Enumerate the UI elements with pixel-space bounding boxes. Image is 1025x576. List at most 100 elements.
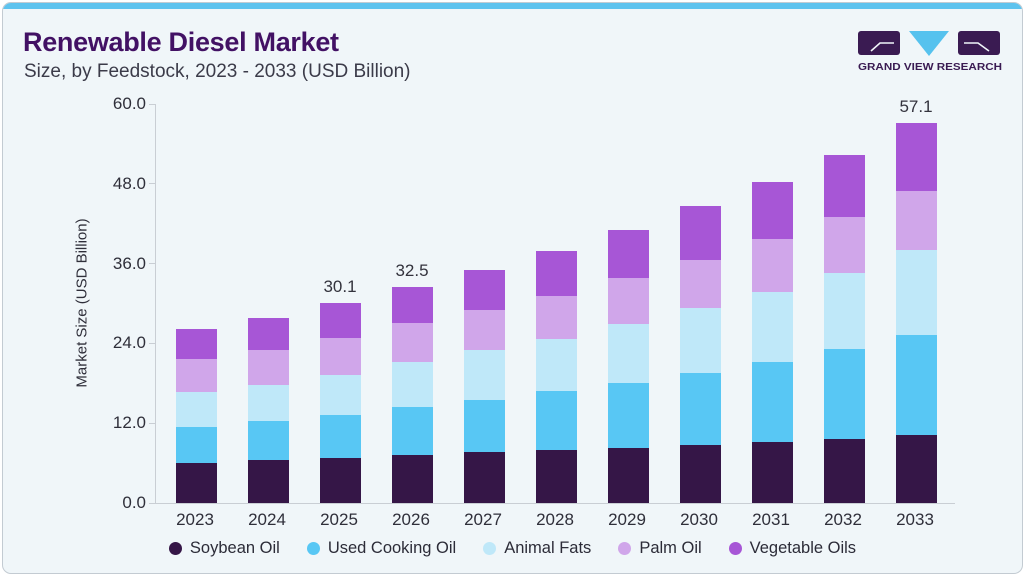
bar-segment [463, 399, 505, 453]
bar-segment [751, 362, 793, 442]
stacked-bar-2033 [895, 123, 937, 503]
legend-swatch-icon [728, 542, 742, 555]
bar-segment [679, 259, 721, 309]
legend-label: Soybean Oil [189, 539, 280, 557]
x-tick-label: 2024 [248, 510, 286, 529]
bar-segment [751, 291, 793, 363]
bar-segment [463, 452, 505, 503]
bar-segment [895, 334, 937, 435]
x-tick-label: 2030 [680, 510, 718, 529]
bar-segment [391, 362, 433, 407]
bar-segment [823, 272, 865, 350]
bar-segment [247, 421, 289, 461]
bar-segment [319, 302, 361, 339]
stacked-bar-2024 [247, 317, 289, 503]
x-tick-label: 2032 [824, 510, 862, 529]
legend-item: Animal Fats [483, 539, 591, 558]
y-axis-tick-mark [149, 502, 156, 504]
y-axis-tick-mark [149, 103, 156, 105]
y-axis-tick-mark [149, 342, 156, 344]
bar-segment [679, 206, 721, 260]
stacked-bar-2032 [823, 154, 865, 503]
bar-segment [391, 455, 433, 503]
bar-segment [175, 359, 217, 392]
x-tick-label: 2026 [392, 510, 430, 529]
stacked-bar-2028 [535, 251, 577, 503]
bar-segment [319, 338, 361, 375]
page-subtitle: Size, by Feedstock, 2023 - 2033 (USD Bil… [24, 61, 411, 82]
bar-segment [175, 391, 217, 427]
stacked-bar-2031 [751, 181, 793, 503]
gvr-logo-icon: GRAND VIEW RESEARCH [858, 31, 1002, 73]
y-axis-tick-mark [149, 263, 156, 265]
bar-segment [607, 278, 649, 325]
bar-value-label: 32.5 [395, 260, 429, 280]
bar-segment [535, 450, 577, 503]
stacked-bar-2025 [319, 302, 361, 503]
bar-segment [247, 350, 289, 386]
x-tick-label: 2033 [896, 510, 934, 529]
logo-wordmark: GRAND VIEW RESEARCH [858, 61, 1002, 73]
bar-segment [391, 322, 433, 363]
x-tick-label: 2023 [176, 510, 214, 529]
x-tick-label: 2025 [320, 510, 358, 529]
bar-segment [175, 463, 217, 503]
legend-swatch-icon [618, 542, 632, 555]
bar-segment [895, 123, 937, 192]
bar-segment [751, 441, 793, 503]
legend-label: Vegetable Oils [749, 539, 857, 557]
chart-legend: Soybean Oil Used Cooking Oil Animal Fats Pa… [3, 539, 1022, 558]
bar-segment [823, 154, 865, 218]
stacked-bar-2030 [679, 206, 721, 503]
bar-segment [247, 317, 289, 351]
legend-label: Animal Fats [504, 539, 592, 557]
y-tick-label: 12.0 [112, 413, 146, 433]
y-axis-title: Market Size (USD Billion) [73, 218, 91, 388]
x-tick-label: 2031 [752, 510, 790, 529]
bar-segment [463, 350, 505, 400]
bar-segment [535, 391, 577, 451]
x-tick-label: 2028 [536, 510, 574, 529]
grand-view-research-logo: GRAND VIEW RESEARCH [856, 29, 1004, 78]
stacked-bar-2026 [391, 286, 433, 503]
bar-segment [319, 457, 361, 503]
legend-swatch-icon [306, 542, 320, 555]
bar-segment [895, 250, 937, 335]
y-axis-tick-mark [149, 183, 156, 185]
bar-segment [535, 295, 577, 340]
stacked-bar-2027 [463, 269, 505, 503]
legend-item: Vegetable Oils [728, 539, 857, 558]
bar-segment [607, 382, 649, 449]
legend-swatch-icon [168, 542, 182, 555]
bar-segment [175, 329, 217, 360]
bar-segment [247, 385, 289, 422]
stacked-bar-2029 [607, 230, 649, 503]
bar-segment [823, 217, 865, 273]
bar-segment [391, 286, 433, 323]
bar-segment [751, 181, 793, 240]
bar-segment [823, 349, 865, 439]
y-tick-label: 24.0 [112, 333, 146, 353]
legend-item: Used Cooking Oil [306, 539, 456, 558]
bar-segment [895, 191, 937, 251]
bar-segment [463, 309, 505, 351]
bar-segment [247, 460, 289, 503]
bar-segment [391, 406, 433, 456]
legend-item: Palm Oil [618, 539, 702, 558]
bar-segment [607, 448, 649, 503]
x-tick-label: 2029 [608, 510, 646, 529]
bar-value-label: 30.1 [323, 276, 357, 296]
legend-swatch-icon [483, 542, 497, 555]
bar-segment [535, 251, 577, 296]
bar-segment [607, 230, 649, 279]
y-tick-label: 48.0 [112, 173, 146, 193]
bar-segment [607, 324, 649, 383]
bar-segment [895, 434, 937, 503]
x-tick-label: 2027 [464, 510, 502, 529]
bar-segment [751, 239, 793, 292]
bar-segment [319, 415, 361, 458]
bar-segment [319, 374, 361, 416]
plot-area: 30.1 32.5 57.1 [149, 97, 955, 504]
y-axis-tick-mark [149, 422, 156, 424]
